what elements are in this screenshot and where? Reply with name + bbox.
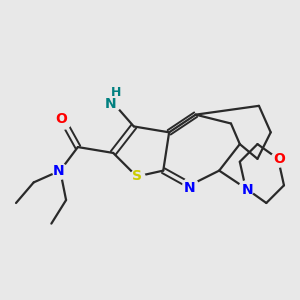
Text: N: N [53, 164, 64, 178]
Text: N: N [104, 98, 116, 111]
Text: N: N [242, 183, 253, 197]
Text: S: S [132, 169, 142, 184]
Text: O: O [274, 152, 286, 166]
Text: N: N [184, 181, 196, 195]
Text: H: H [111, 86, 121, 99]
Text: O: O [56, 112, 68, 126]
